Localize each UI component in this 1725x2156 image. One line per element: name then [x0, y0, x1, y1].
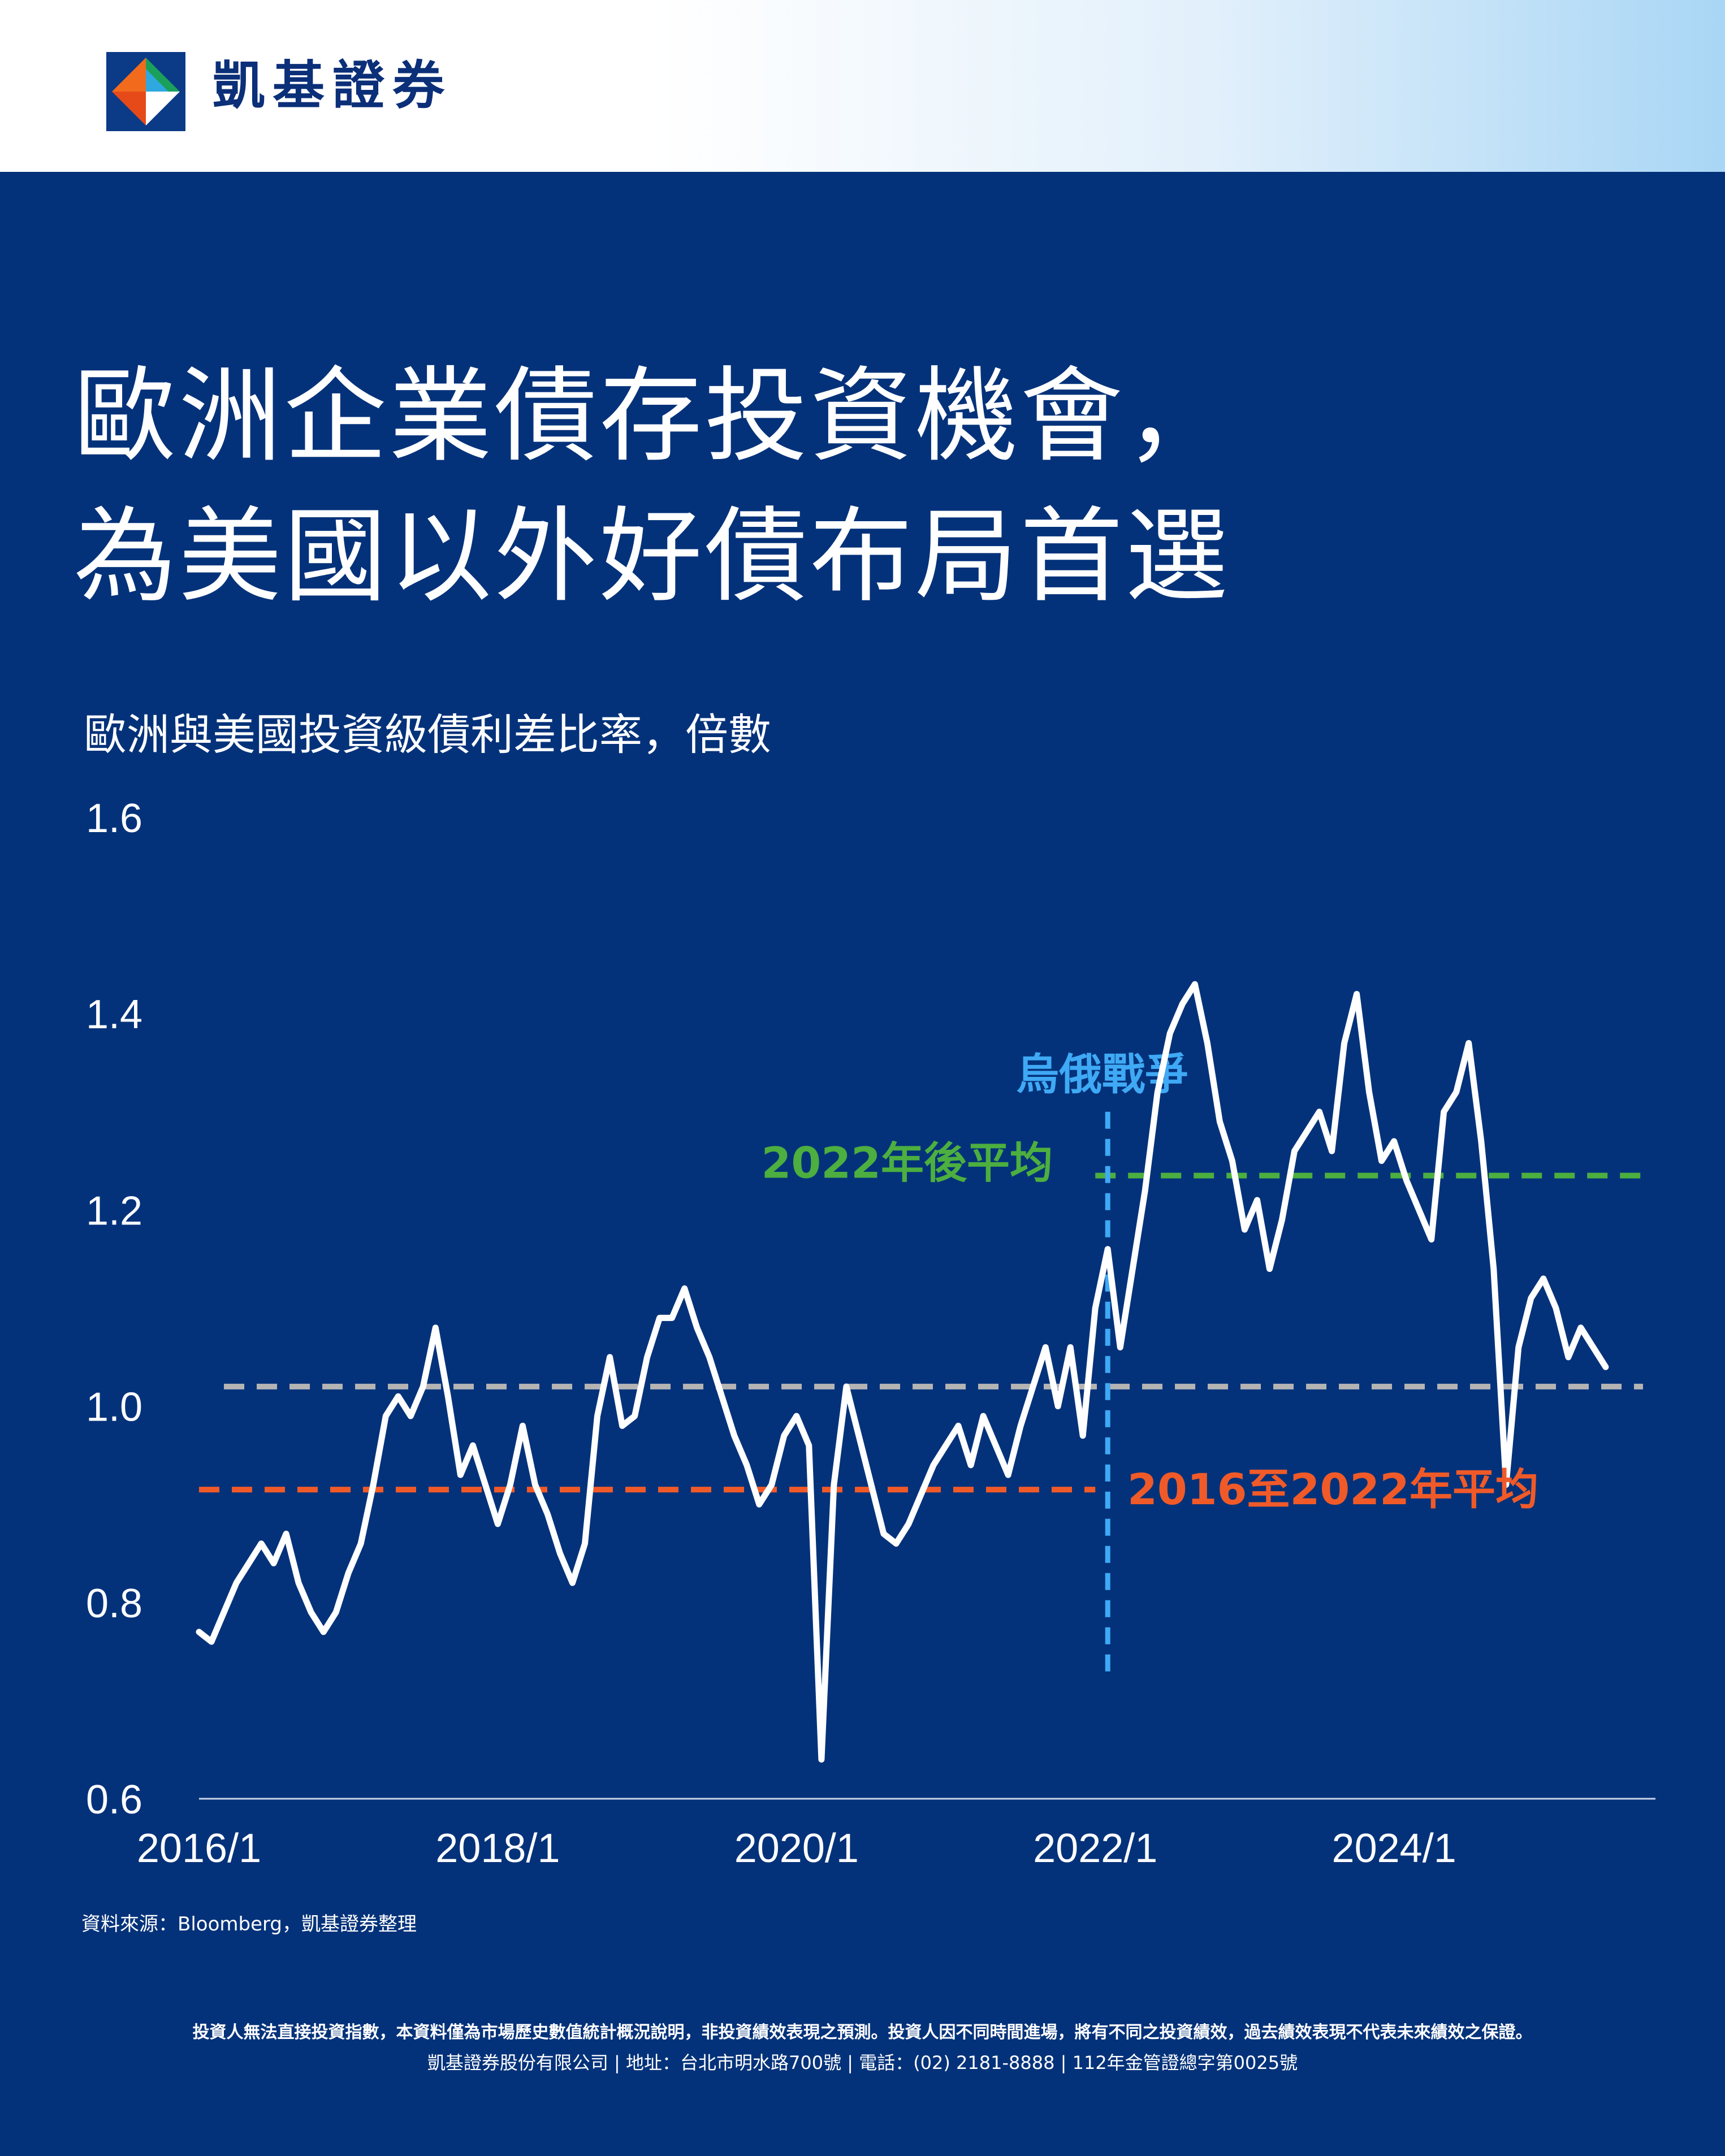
spread-ratio-chart: 1.6 1.4 1.2 1.0 0.8 0.6 2016/1 2018/1 2020/1 202…	[86, 796, 1655, 1871]
chart-title: 歐洲與美國投資級債利差比率，倍數	[84, 709, 771, 760]
x-tick-label: 2022/1	[1033, 1826, 1157, 1871]
title-line-2: 為美國以外好債布局首選	[74, 496, 1230, 616]
y-tick-label: 1.6	[86, 796, 142, 841]
2016-2022-average-label: 2016至2022年平均	[1127, 1464, 1538, 1514]
y-tick-label: 0.6	[86, 1777, 142, 1822]
post-2022-average-label: 2022年後平均	[761, 1138, 1053, 1188]
y-tick-label: 1.2	[86, 1188, 142, 1233]
x-tick-label: 2016/1	[137, 1826, 261, 1871]
y-tick-label: 0.8	[86, 1581, 142, 1626]
x-tick-label: 2020/1	[734, 1826, 859, 1871]
brand-logo-icon	[106, 52, 185, 131]
disclaimer-text: 投資人無法直接投資指數，本資料僅為市場歷史數值統計概況說明，非投資績效表現之預測…	[192, 2023, 1533, 2042]
spread-ratio-series-line	[196, 981, 1609, 1763]
x-tick-label: 2024/1	[1332, 1826, 1456, 1871]
brand-name: 凱基證券	[213, 55, 453, 116]
header-bar: 凱基證券	[0, 0, 1725, 172]
x-tick-label: 2018/1	[435, 1826, 560, 1871]
y-tick-label: 1.0	[86, 1385, 142, 1430]
company-info: 凱基證券股份有限公司 | 地址：台北市明水路700號 | 電話：(02) 218…	[427, 2052, 1298, 2073]
page-title: 歐洲企業債存投資機會， 為美國以外好債布局首選	[74, 346, 1230, 626]
title-line-1: 歐洲企業債存投資機會，	[74, 356, 1230, 476]
data-source-note: 資料來源：Bloomberg，凱基證券整理	[81, 1913, 417, 1936]
y-tick-label: 1.4	[86, 992, 142, 1037]
